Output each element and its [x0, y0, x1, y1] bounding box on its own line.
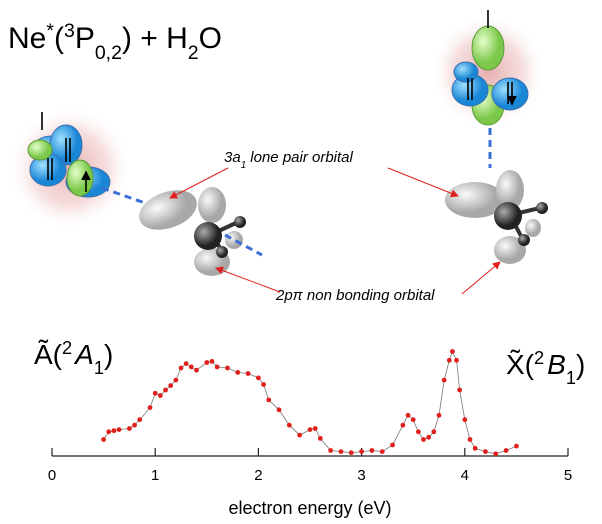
data-point [405, 412, 411, 418]
data-point [183, 361, 189, 366]
data-point [348, 450, 354, 456]
data-point [152, 390, 158, 396]
data-point [157, 393, 163, 398]
data-point [426, 434, 432, 440]
data-point [415, 429, 421, 435]
data-point [286, 422, 292, 428]
data-point [441, 377, 447, 383]
arrow [461, 261, 501, 295]
data-point [467, 437, 473, 442]
data-point [379, 449, 385, 454]
spectrum-line [103, 350, 517, 455]
data-point [116, 427, 122, 432]
data-point [457, 387, 463, 393]
data-point [137, 417, 143, 423]
data-point [503, 448, 509, 453]
x-tick-label: 3 [357, 467, 365, 484]
data-point [256, 375, 261, 381]
data-point [266, 397, 272, 403]
data-point [178, 365, 184, 371]
data-point [188, 364, 194, 370]
data-point [493, 451, 499, 457]
data-point [317, 436, 323, 441]
data-point [101, 437, 106, 442]
data-point [276, 407, 282, 413]
data-point [450, 349, 455, 354]
arrow [169, 167, 229, 199]
arrow [387, 167, 459, 198]
data-point [369, 448, 375, 453]
data-point [421, 437, 426, 442]
x-tick-label: 0 [48, 467, 56, 484]
data-point [261, 382, 266, 387]
band-label: X̃(2 B1) [506, 348, 585, 388]
data-point [168, 383, 174, 388]
data-point [163, 387, 168, 393]
data-point [390, 442, 395, 448]
data-point [235, 370, 241, 375]
data-point [297, 432, 303, 438]
data-point [132, 422, 137, 428]
x-axis-label: electron energy (eV) [228, 498, 391, 518]
data-point [126, 426, 132, 431]
x-tick-label: 1 [151, 467, 159, 484]
data-point [472, 445, 478, 451]
data-point [214, 364, 220, 370]
x-tick-label: 4 [461, 467, 469, 484]
data-point [225, 365, 230, 371]
annotation: 3a1 lone pair orbital [224, 149, 354, 171]
x-tick-label: 5 [564, 467, 572, 484]
data-point [307, 427, 313, 432]
data-point [359, 449, 364, 454]
annotation: 2pπ non bonding orbital [275, 287, 435, 304]
data-point [462, 417, 468, 423]
data-point [431, 429, 437, 435]
data-point [147, 405, 153, 410]
data-point [400, 422, 406, 428]
data-point [204, 360, 210, 365]
data-point [410, 417, 416, 423]
x-tick-label: 2 [254, 467, 262, 484]
data-point [111, 428, 117, 434]
data-point [245, 371, 251, 376]
data-point [194, 367, 199, 373]
title: Ne*(3P0,2) + H2O [8, 20, 222, 64]
right-complex [430, 10, 548, 264]
data-point [483, 449, 488, 454]
data-point [446, 357, 452, 363]
arrow [215, 266, 281, 293]
data-point [312, 426, 318, 431]
data-point [436, 412, 442, 418]
left-complex [8, 106, 263, 276]
data-point [338, 449, 344, 454]
data-point [328, 448, 334, 453]
plot: 0 1 2 3 4 5 [48, 349, 572, 484]
data-point [514, 443, 519, 449]
data-point [454, 357, 459, 363]
data-point [106, 429, 112, 435]
data-point [209, 359, 215, 364]
band-label: Ã(2 A1) [34, 338, 113, 378]
data-point [173, 377, 179, 383]
